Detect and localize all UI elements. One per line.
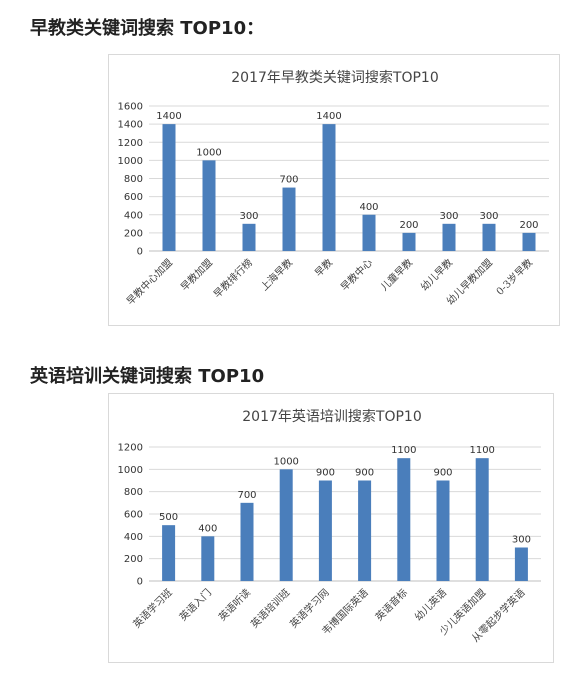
- chart1-data-label: 1400: [156, 111, 181, 122]
- chart1-bar: [242, 223, 256, 251]
- chart2-y-tick-label: 400: [124, 532, 143, 543]
- chart1-x-tick-label: 早教中心: [338, 256, 375, 293]
- chart2-y-tick-label: 1200: [118, 443, 143, 454]
- chart1-y-tick-label: 0: [137, 247, 143, 258]
- chart1-y-tick-label: 1400: [118, 120, 143, 131]
- chart2-y-tick-label: 200: [124, 554, 143, 565]
- chart2-x-tick-label: 幼儿英语: [412, 586, 449, 623]
- chart2-bar: [201, 536, 215, 581]
- chart1-bar: [282, 187, 296, 251]
- chart2-data-label: 1100: [391, 445, 416, 456]
- chart1-bar: [482, 223, 496, 251]
- chart2-bar: [279, 469, 293, 581]
- chart1-x-tick-label: 上海早教: [258, 256, 295, 293]
- chart2-x-tick-label: 英语听读: [216, 586, 253, 623]
- chart1-x-tick-label: 早教加盟: [178, 256, 215, 293]
- chart1-title: 2017年早教类关键词搜索TOP10: [231, 69, 438, 86]
- chart1-y-tick-label: 1600: [118, 102, 143, 113]
- chart2-x-tick-label: 英语培训班: [248, 586, 293, 631]
- chart-english-training-svg: 2017年英语培训搜索TOP10 0 200 400 600 800 1000 1200 500…: [118, 408, 541, 645]
- chart2-data-label: 300: [512, 535, 531, 546]
- chart1-data-label: 200: [399, 220, 418, 231]
- chart1-x-tick-label: 儿童早教: [378, 256, 415, 293]
- chart1-data-label: 700: [279, 175, 298, 186]
- chart2-bar: [358, 480, 372, 581]
- chart2-y-tick-label: 600: [124, 510, 143, 521]
- chart1-y-tick-label: 800: [124, 174, 143, 185]
- chart1-x-tick-label: 早教排行榜: [211, 256, 256, 301]
- chart2-x-tick-label: 英语学习班: [130, 586, 175, 631]
- chart1-y-tick-label: 400: [124, 210, 143, 221]
- chart1-data-label: 1400: [316, 111, 341, 122]
- chart-english-training: 2017年英语培训搜索TOP10 0 200 400 600 800 1000 1200 500…: [108, 393, 554, 663]
- chart-early-education-svg: 2017年早教类关键词搜索TOP10 0 200 400 600 800 1000 1200 1…: [118, 69, 549, 308]
- chart2-y-tick-label: 1000: [118, 465, 143, 476]
- chart2-data-label: 1100: [469, 445, 494, 456]
- chart2-data-label: 900: [433, 468, 452, 479]
- chart1-y-tick-label: 1200: [118, 138, 143, 149]
- chart2-bar: [514, 547, 528, 581]
- chart2-data-label: 500: [159, 512, 178, 523]
- chart1-y-tick-label: 600: [124, 192, 143, 203]
- chart1-x-tick-label: 早教: [312, 256, 335, 279]
- chart1-bar: [522, 232, 536, 251]
- chart2-bar: [436, 480, 450, 581]
- chart2-x-tick-label: 英语入门: [176, 586, 213, 623]
- chart1-x-tick-label: 幼儿早教: [418, 256, 455, 293]
- chart1-x-tick-label: 早教中心加盟: [124, 256, 176, 308]
- chart1-bar: [162, 124, 176, 251]
- chart1-data-label: 1000: [196, 147, 221, 158]
- chart1-data-label: 200: [519, 220, 538, 231]
- chart1-bar: [402, 232, 416, 251]
- chart1-x-tick-label: 0-3岁早教: [493, 256, 535, 298]
- chart1-data-label: 400: [359, 202, 378, 213]
- chart2-bar: [162, 525, 176, 581]
- chart2-data-label: 900: [316, 468, 335, 479]
- chart2-bar: [240, 502, 254, 581]
- chart2-y-tick-label: 800: [124, 487, 143, 498]
- chart2-y-tick-label: 0: [137, 577, 143, 588]
- chart1-data-label: 300: [439, 211, 458, 222]
- chart2-x-tick-label: 英语学习网: [287, 586, 332, 631]
- section-heading-early-education: 早教类关键词搜索 TOP10：: [30, 18, 265, 39]
- chart2-bar: [318, 480, 332, 581]
- chart2-title: 2017年英语培训搜索TOP10: [242, 408, 421, 425]
- chart1-y-tick-label: 200: [124, 228, 143, 239]
- chart-early-education: 2017年早教类关键词搜索TOP10 0 200 400 600 800 1000 1200 1…: [108, 54, 560, 326]
- chart1-bar: [322, 124, 336, 251]
- chart2-data-label: 700: [237, 490, 256, 501]
- chart1-y-tick-label: 1000: [118, 156, 143, 167]
- chart1-data-label: 300: [239, 211, 258, 222]
- chart2-data-label: 900: [355, 468, 374, 479]
- chart2-data-label: 1000: [273, 456, 298, 467]
- section-heading-english-training: 英语培训关键词搜索 TOP10: [30, 366, 265, 387]
- chart1-bar: [202, 160, 216, 251]
- chart1-bar: [362, 214, 376, 251]
- chart2-bar: [475, 458, 489, 581]
- chart2-data-label: 400: [198, 523, 217, 534]
- chart2-bar: [397, 458, 411, 581]
- chart1-data-label: 300: [479, 211, 498, 222]
- chart1-bar: [442, 223, 456, 251]
- chart2-x-tick-label: 英语音标: [372, 586, 409, 623]
